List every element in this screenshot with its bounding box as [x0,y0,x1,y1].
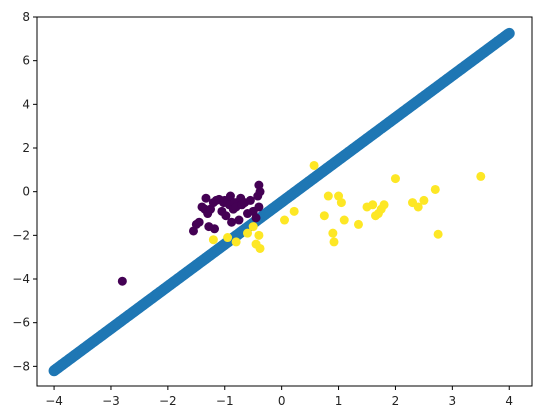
scatter-point-class-1 [329,237,339,247]
scatter-point-class-1 [353,219,363,229]
x-tick-label: −1 [216,394,234,408]
x-tick-label: −4 [45,394,63,408]
x-tick-label: 3 [449,394,457,408]
scatter-point-class-0 [245,195,255,205]
y-tick-label: −6 [12,316,30,330]
x-axis: −4 −3 −2 −1 0 1 2 3 4 [45,386,513,408]
y-tick-label: 8 [22,10,30,24]
scatter-point-class-1 [379,200,389,210]
scatter-point-class-0 [117,276,127,286]
scatter-point-class-1 [243,228,253,238]
scatter-point-class-1 [430,184,440,194]
scatter-point-class-1 [248,222,258,232]
scatter-point-class-0 [234,215,244,225]
x-tick-label: −2 [159,394,177,408]
y-tick-label: 2 [22,141,30,155]
points-layer [117,160,486,286]
x-tick-label: −3 [102,394,120,408]
scatter-point-class-1 [319,211,329,221]
scatter-point-class-0 [210,224,220,234]
x-tick-label: 4 [505,394,513,408]
scatter-point-class-1 [336,198,346,208]
y-tick-label: −8 [12,359,30,373]
scatter-point-class-1 [223,233,233,243]
scatter-point-class-1 [254,230,264,240]
decision-line-layer [48,27,515,377]
scatter-point-class-0 [225,191,235,201]
scatter-point-class-1 [433,229,443,239]
scatter-point-class-0 [251,213,261,223]
y-tick-label: −4 [12,272,30,286]
scatter-point-class-1 [231,237,241,247]
scatter-point-class-0 [227,217,237,227]
scatter-point-class-0 [201,193,211,203]
scatter-point-class-1 [309,160,319,170]
scatter-point-class-1 [289,206,299,216]
scatter-point-class-0 [194,217,204,227]
x-tick-label: 1 [335,394,343,408]
y-tick-label: 6 [22,54,30,68]
scatter-point-class-0 [221,211,231,221]
scatter-point-class-1 [413,202,423,212]
scatter-point-class-1 [419,195,429,205]
x-tick-label: 0 [278,394,286,408]
scatter-point-class-1 [368,200,378,210]
scatter-point-class-1 [255,243,265,253]
scatter-point-class-1 [280,215,289,225]
y-tick-label: 4 [22,97,30,111]
scatter-point-class-1 [323,191,333,201]
x-tick-label: 2 [392,394,400,408]
scatter-point-class-0 [255,187,265,197]
y-tick-label: 0 [22,185,30,199]
scatter-point-class-1 [339,215,349,225]
line-point [503,27,515,39]
scatter-point-class-0 [254,202,264,212]
scatter-point-class-1 [390,174,400,184]
scatter-point-class-1 [208,235,218,245]
scatter-point-class-1 [476,171,486,181]
y-axis: −8 −6 −4 −2 0 2 4 6 8 [12,10,37,373]
scatter-point-class-1 [328,228,338,238]
plot-frame [36,16,533,387]
y-tick-label: −2 [12,228,30,242]
